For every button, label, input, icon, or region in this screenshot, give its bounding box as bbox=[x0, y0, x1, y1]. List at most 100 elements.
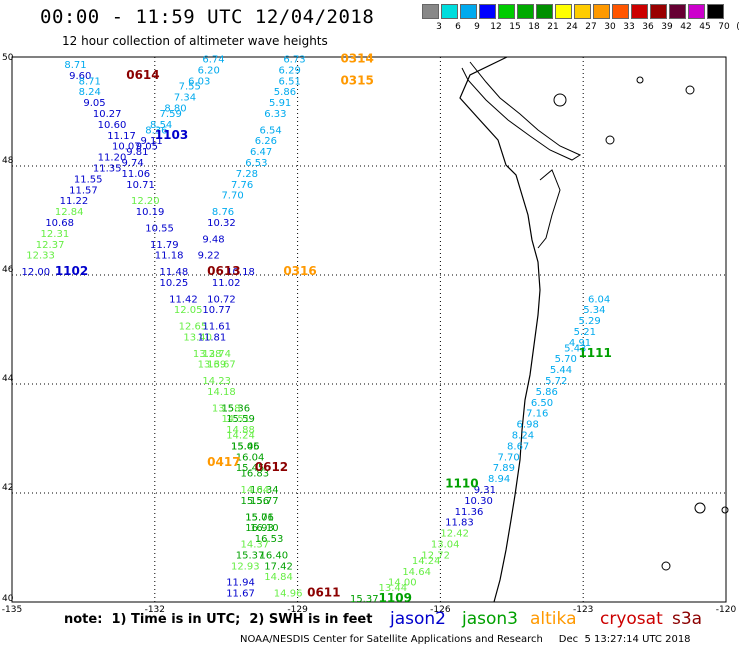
wave-height-label: 9.31 bbox=[474, 485, 496, 496]
colorbar-label: (ft) bbox=[736, 22, 740, 32]
wave-height-label: 8.76 bbox=[212, 207, 234, 218]
wave-height-label: 10.07 bbox=[112, 142, 141, 153]
wave-height-label: 11.36 bbox=[455, 507, 484, 518]
wave-height-label: 10.77 bbox=[202, 305, 231, 316]
colorbar-label: 21 bbox=[547, 22, 559, 32]
wave-height-label: 6.03 bbox=[188, 76, 210, 87]
wave-height-label: 11.22 bbox=[60, 196, 89, 207]
lon-tick-label: -129 bbox=[287, 605, 308, 615]
wave-height-label: 16.04 bbox=[236, 452, 265, 463]
wave-height-label: 8.80 bbox=[164, 104, 186, 115]
wave-height-label: 14.18 bbox=[207, 387, 236, 398]
wave-height-label: 11.02 bbox=[212, 278, 241, 289]
pass-time-label: 0315 bbox=[340, 73, 373, 87]
wave-height-label: 13.40 bbox=[183, 332, 212, 343]
wave-height-label: 10.18 bbox=[226, 267, 255, 278]
lat-tick-label: 48 bbox=[2, 156, 14, 166]
wave-height-label: 12.20 bbox=[131, 196, 160, 207]
altimeter-tracks: 8.719.608.718.249.0510.2710.6011.1710.07… bbox=[22, 54, 611, 605]
colorbar-label: 9 bbox=[474, 22, 480, 32]
coastline bbox=[459, 56, 729, 603]
puget-sound-outline bbox=[537, 169, 561, 249]
lake-outline bbox=[636, 76, 644, 84]
wave-height-label: 13.44 bbox=[379, 583, 408, 594]
wave-height-label: 11.20 bbox=[98, 153, 127, 164]
wave-height-label: 17.42 bbox=[264, 561, 293, 572]
lon-tick-label: -126 bbox=[430, 605, 451, 615]
colorbar-swatch bbox=[517, 4, 534, 19]
track-jason3: 6.045.345.295.214.915.435.705.445.725.86… bbox=[350, 294, 610, 605]
wave-height-label: 12.33 bbox=[26, 251, 55, 262]
wave-height-label: 4.91 bbox=[569, 338, 591, 349]
wave-height-label: 12.84 bbox=[55, 207, 84, 218]
colorbar-swatch bbox=[612, 4, 629, 19]
lake-outline bbox=[694, 502, 706, 514]
colorbar-label: 45 bbox=[699, 22, 711, 32]
legend-altika: altika bbox=[530, 609, 577, 629]
wave-height-label: 14.88 bbox=[226, 425, 255, 436]
pacific-coastline bbox=[459, 56, 541, 603]
pass-time-label: 1109 bbox=[379, 591, 412, 605]
wave-height-label: 11.42 bbox=[169, 294, 198, 305]
wave-height-label: 15.45 bbox=[231, 441, 260, 452]
wave-height-label: 11.18 bbox=[155, 251, 184, 262]
pass-time-label: 0417 bbox=[207, 455, 240, 469]
wave-height-label: 6.50 bbox=[531, 398, 553, 409]
lat-tick-label: 46 bbox=[2, 265, 14, 275]
wave-height-label: 9.11 bbox=[141, 136, 163, 147]
wave-height-label: 11.17 bbox=[107, 131, 136, 142]
wave-height-label: 14.64 bbox=[402, 567, 431, 578]
wave-height-label: 10.55 bbox=[145, 223, 174, 234]
wave-height-label: 6.53 bbox=[245, 158, 267, 169]
wave-height-label: 5.86 bbox=[274, 87, 296, 98]
wave-height-label: 10.27 bbox=[93, 109, 122, 120]
colorbar-swatch bbox=[631, 4, 648, 19]
wave-height-label: 7.16 bbox=[526, 409, 548, 420]
wave-height-label: 10.72 bbox=[207, 294, 236, 305]
colorbar-swatch bbox=[555, 4, 572, 19]
wave-height-label: 15.37 bbox=[236, 550, 265, 561]
lake-outline bbox=[661, 561, 671, 571]
figure-subtitle: 12 hour collection of altimeter wave hei… bbox=[62, 34, 328, 48]
lon-tick-label: -120 bbox=[716, 605, 737, 615]
map-frame bbox=[11, 56, 727, 603]
wave-height-label: 14.23 bbox=[202, 376, 231, 387]
wave-height-label: 11.81 bbox=[198, 332, 227, 343]
lat-tick-label: 44 bbox=[2, 374, 14, 384]
wave-height-label: 15.59 bbox=[226, 414, 255, 425]
lake-outline bbox=[721, 506, 729, 514]
wave-height-label: 5.91 bbox=[269, 98, 291, 109]
wave-height-label: 8.24 bbox=[79, 87, 101, 98]
wave-height-label: 11.35 bbox=[93, 163, 122, 174]
colorbar-swatch bbox=[669, 4, 686, 19]
wave-height-label: 12.37 bbox=[36, 240, 65, 251]
wave-height-label: 12.72 bbox=[421, 550, 450, 561]
wave-height-label: 6.47 bbox=[250, 147, 272, 158]
wave-height-label: 14.37 bbox=[240, 540, 269, 551]
legend-jason2: jason2 bbox=[390, 609, 446, 629]
wave-height-label: 9.22 bbox=[198, 251, 220, 262]
wave-height-label: 7.55 bbox=[179, 82, 201, 93]
wave-height-label: 9.05 bbox=[136, 142, 158, 153]
wave-height-label: 12.74 bbox=[202, 349, 231, 360]
colorbar-label: 42 bbox=[680, 22, 692, 32]
wave-height-label: 12.05 bbox=[174, 305, 203, 316]
wave-height-label: 9.05 bbox=[83, 98, 105, 109]
colorbar-label: 15 bbox=[509, 22, 521, 32]
wave-height-label: 9.48 bbox=[202, 234, 224, 245]
wave-height-label: 10.32 bbox=[207, 218, 236, 229]
wave-height-label: 5.72 bbox=[545, 376, 567, 387]
lake-outline bbox=[553, 93, 567, 107]
wave-height-label: 11.61 bbox=[202, 322, 231, 333]
colorbar-swatch bbox=[536, 4, 553, 19]
vancouver-island-outline bbox=[461, 61, 582, 161]
wave-height-label: 6.29 bbox=[279, 65, 301, 76]
wave-height-label: 11.55 bbox=[74, 174, 103, 185]
wave-height-label: 9.81 bbox=[126, 147, 148, 158]
wave-height-label: 16.10 bbox=[250, 523, 279, 534]
colorbar-swatch bbox=[422, 4, 439, 19]
wave-height-label: 5.34 bbox=[583, 305, 605, 316]
wave-height-label: 8.54 bbox=[150, 120, 172, 131]
colorbar-swatch bbox=[479, 4, 496, 19]
